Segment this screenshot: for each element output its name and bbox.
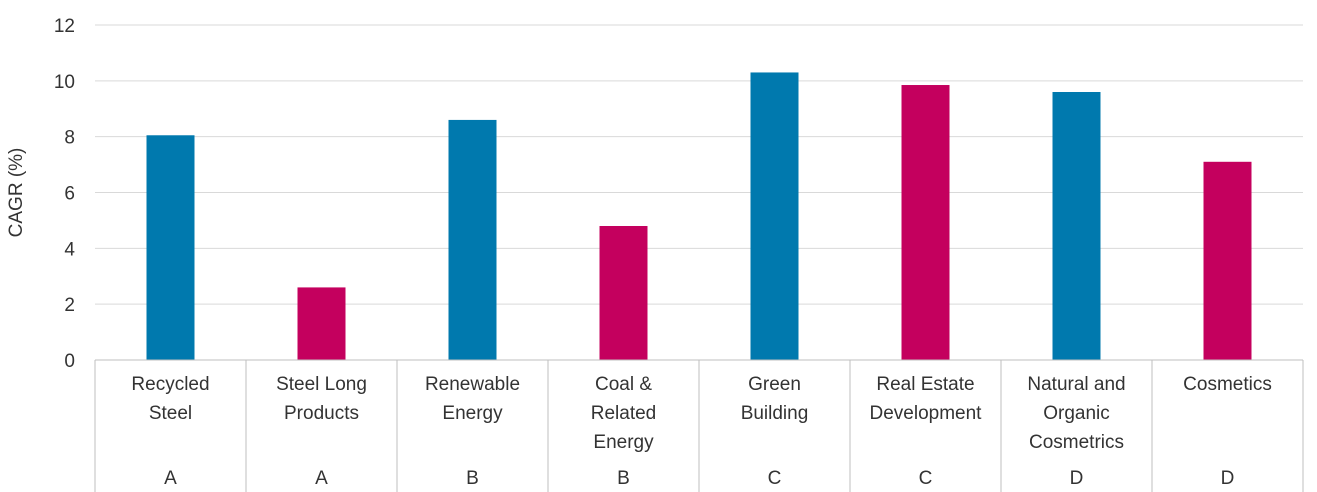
bar (448, 119, 497, 361)
bar (599, 226, 648, 360)
x-group-label: B (466, 468, 479, 489)
x-group-label: D (1221, 468, 1235, 489)
x-category-label: Steel Long (276, 374, 367, 395)
x-category-label: Cosmetics (1183, 374, 1272, 395)
bar (901, 85, 950, 360)
gridlines (95, 24, 1303, 361)
bar (297, 287, 346, 360)
y-tick-label: 0 (64, 351, 75, 372)
x-category-label: Products (284, 403, 359, 424)
x-group-label: B (617, 468, 630, 489)
x-category-label: Development (870, 403, 983, 424)
bar (1052, 92, 1101, 360)
bars (146, 72, 1252, 361)
x-category-label: Recycled (131, 374, 209, 395)
x-category-label: Green (748, 374, 801, 395)
x-group-label: D (1070, 468, 1084, 489)
y-axis-label: CAGR (%) (6, 148, 27, 238)
bar (750, 72, 799, 360)
x-category-label: Natural and (1027, 374, 1125, 395)
x-category-label: Steel (149, 403, 192, 424)
bar (146, 135, 195, 360)
x-category-label: Coal & (595, 374, 652, 395)
x-category-label: Building (741, 403, 809, 424)
x-group-label: C (919, 468, 933, 489)
y-tick-label: 2 (64, 295, 75, 316)
x-category-label: Energy (593, 432, 654, 453)
x-category-label: Real Estate (876, 374, 974, 395)
y-tick-label: 8 (64, 128, 75, 149)
y-tick-label: 4 (64, 239, 75, 260)
x-axis: Recycled Steel A Steel Long Products A Renewab… (94, 359, 1304, 492)
x-group-label: A (315, 468, 328, 489)
y-tick-label: 10 (54, 72, 75, 93)
y-axis-ticks: 0 2 4 6 8 10 12 (54, 16, 76, 372)
bar (1203, 161, 1252, 360)
x-category-label: Energy (442, 403, 503, 424)
x-group-label: A (164, 468, 177, 489)
x-group-label: C (768, 468, 782, 489)
y-tick-label: 6 (64, 184, 75, 205)
y-tick-label: 12 (54, 16, 75, 37)
x-category-label: Renewable (425, 374, 520, 395)
x-category-label: Organic (1043, 403, 1110, 424)
x-category-label: Related (591, 403, 657, 424)
x-category-label: Cosmetrics (1029, 432, 1124, 453)
